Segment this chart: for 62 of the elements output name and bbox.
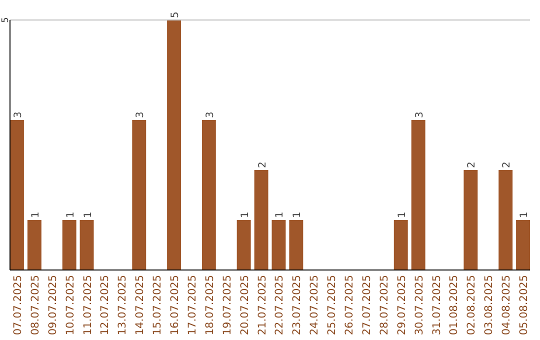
x-tick-label: 19.07.2025 — [221, 275, 234, 336]
x-tick-label: 21.07.2025 — [256, 275, 268, 336]
x-tick-label: 23.07.2025 — [291, 275, 304, 336]
bar — [516, 220, 530, 270]
data-label: 5 — [170, 12, 182, 18]
x-tick-label: 18.07.2025 — [204, 275, 216, 336]
x-tick-label: 07.07.2025 — [12, 275, 24, 336]
x-tick-label: 28.07.2025 — [378, 275, 390, 336]
data-label: 3 — [414, 112, 426, 118]
x-tick-label: 01.08.2025 — [448, 275, 460, 336]
x-tick-label: 20.07.2025 — [238, 275, 251, 336]
x-tick-label: 29.07.2025 — [396, 275, 408, 336]
bar — [202, 120, 216, 270]
x-tick-label: 30.07.2025 — [413, 275, 426, 336]
bar — [289, 220, 304, 270]
bar — [80, 220, 94, 270]
data-label: 2 — [257, 162, 268, 168]
data-label: 3 — [204, 112, 216, 118]
bar — [272, 220, 286, 270]
x-tick-label: 27.07.2025 — [360, 275, 373, 336]
data-label: 1 — [65, 212, 76, 218]
bar — [411, 120, 426, 270]
data-label: 2 — [466, 162, 478, 168]
bar — [27, 220, 42, 270]
bar — [254, 170, 268, 270]
data-label: 3 — [12, 112, 24, 118]
bar — [132, 120, 146, 270]
data-label: 1 — [396, 212, 408, 218]
bar — [10, 120, 24, 270]
x-tick-label: 10.07.2025 — [64, 275, 76, 336]
data-label: 1 — [240, 212, 251, 218]
data-label: 2 — [502, 162, 513, 168]
x-tick-label: 02.08.2025 — [466, 275, 478, 336]
x-tick-label: 14.07.2025 — [134, 275, 146, 336]
x-tick-label: 16.07.2025 — [169, 275, 182, 336]
x-tick-label: 31.07.2025 — [430, 275, 443, 336]
data-label: 1 — [274, 212, 286, 218]
data-label: 3 — [135, 112, 146, 118]
x-tick-label: 13.07.2025 — [116, 275, 129, 336]
x-tick-label: 12.07.2025 — [99, 275, 112, 336]
x-tick-label: 24.07.2025 — [308, 275, 321, 336]
x-tick-label: 04.08.2025 — [500, 275, 513, 336]
x-tick-label: 08.07.2025 — [29, 275, 42, 336]
bar — [394, 220, 408, 270]
bar — [62, 220, 76, 270]
x-tick-label: 22.07.2025 — [274, 275, 286, 336]
bar — [498, 170, 513, 270]
x-tick-label: 03.08.2025 — [483, 275, 496, 336]
data-label: 1 — [292, 212, 304, 218]
bar — [464, 170, 478, 270]
data-label: 1 — [82, 212, 94, 218]
data-label: 1 — [519, 212, 530, 218]
x-tick-label: 26.07.2025 — [344, 275, 356, 336]
x-tick-label: 05.08.2025 — [518, 275, 530, 336]
x-tick-label: 09.07.2025 — [46, 275, 59, 336]
x-tick-label: 17.07.2025 — [186, 275, 198, 336]
bar — [167, 20, 182, 270]
x-tick-label: 15.07.2025 — [152, 275, 164, 336]
data-label: 1 — [30, 212, 42, 218]
bar — [236, 220, 251, 270]
x-tick-label: 11.07.2025 — [82, 275, 94, 336]
x-tick-label: 25.07.2025 — [326, 275, 338, 336]
